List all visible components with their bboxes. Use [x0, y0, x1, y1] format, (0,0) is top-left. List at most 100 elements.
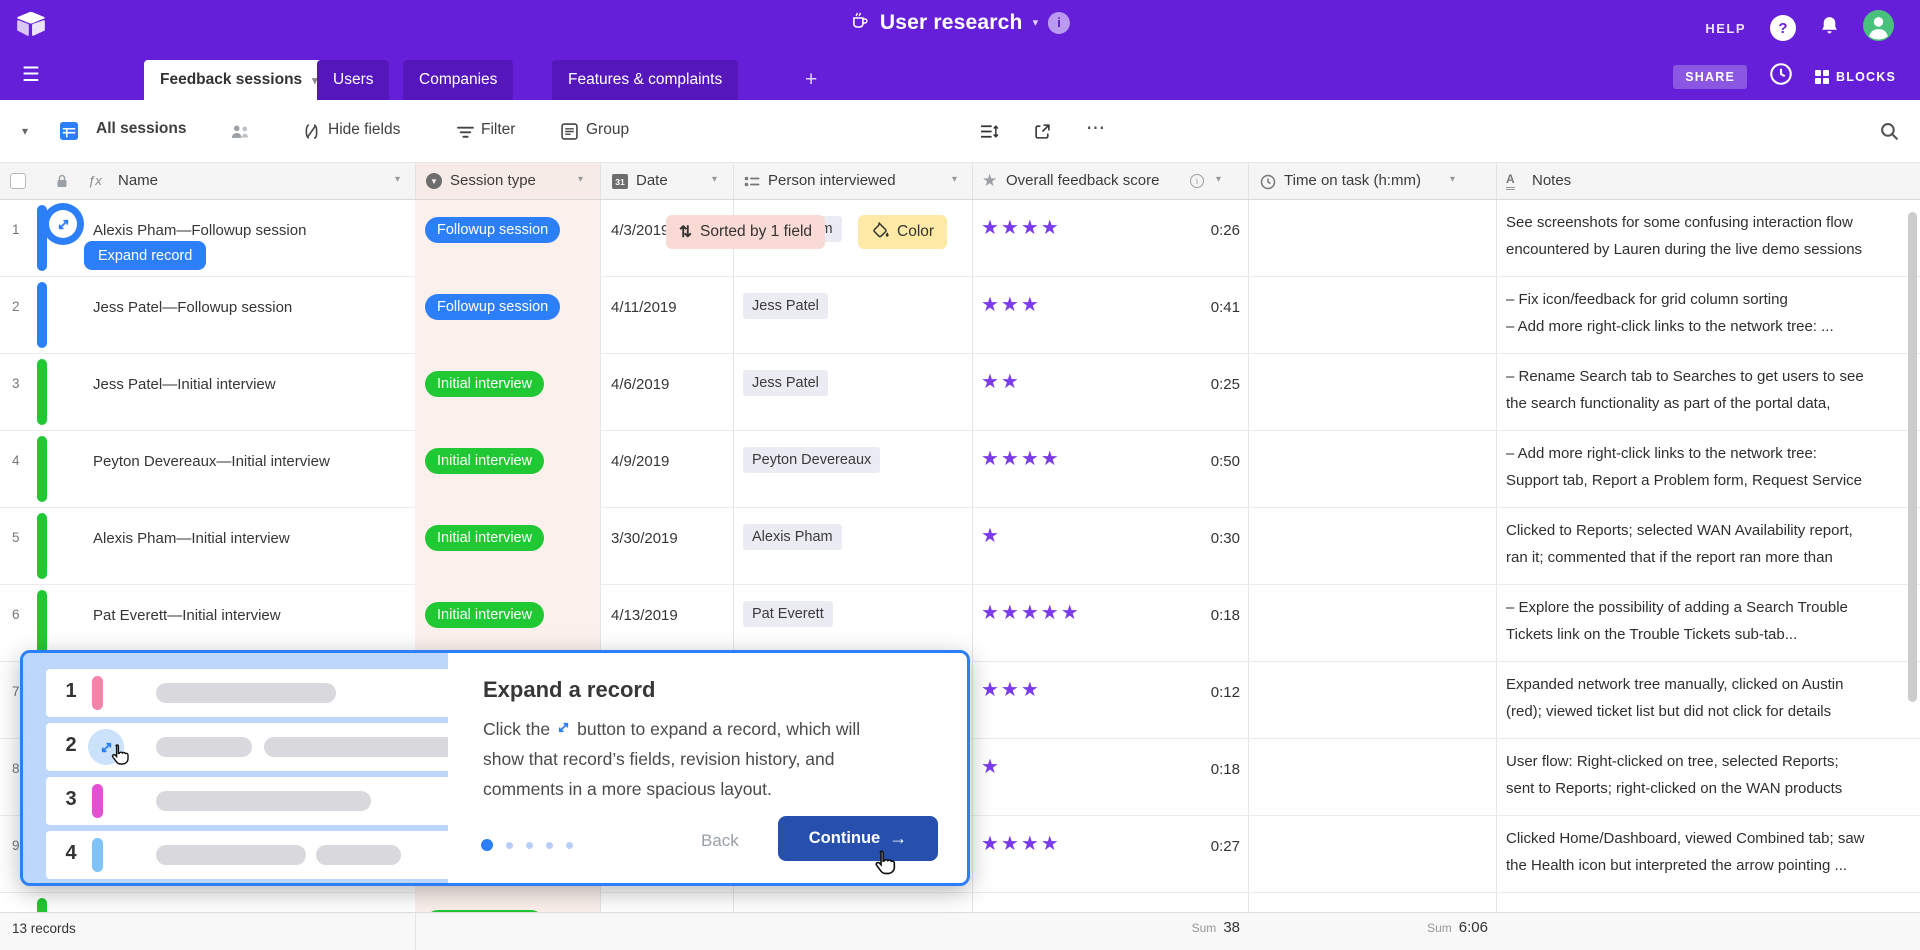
- step-dot[interactable]: [526, 841, 533, 849]
- cell-notes[interactable]: – Rename Search tab to Searches to get u…: [1506, 368, 1864, 412]
- help-button[interactable]: HELP: [1705, 20, 1746, 36]
- column-header-session-type[interactable]: Session type: [450, 172, 536, 189]
- cell-name[interactable]: Pat Everett—Initial interview: [93, 607, 281, 624]
- cell-time[interactable]: 0:12: [1210, 684, 1240, 701]
- step-dot[interactable]: [506, 841, 513, 849]
- cell-rating[interactable]: ★★★★★: [981, 602, 1081, 624]
- column-header-time[interactable]: Time on task (h:mm): [1284, 172, 1421, 189]
- cell-session-type[interactable]: Initial interview: [425, 371, 545, 397]
- cell-date[interactable]: 3/30/2019: [611, 530, 678, 547]
- color-button[interactable]: Color: [858, 215, 948, 249]
- cell-rating[interactable]: ★★★★: [981, 448, 1061, 470]
- filter-button[interactable]: Filter: [481, 121, 516, 138]
- bell-icon[interactable]: [1820, 15, 1839, 41]
- column-header-person[interactable]: Person interviewed: [768, 172, 896, 189]
- cell-session-type[interactable]: Initial interview: [425, 910, 545, 912]
- cell-time[interactable]: 0:26: [1210, 222, 1240, 239]
- cell-name[interactable]: Jess Patel—Followup session: [93, 299, 293, 316]
- cell-notes[interactable]: See screenshots for some confusing inter…: [1506, 214, 1863, 258]
- back-button[interactable]: Back: [701, 831, 739, 850]
- column-header-score[interactable]: Overall feedback score: [1006, 172, 1160, 189]
- column-header-notes[interactable]: Notes: [1532, 172, 1572, 189]
- hamburger-icon[interactable]: ☰: [22, 64, 40, 86]
- cell-notes[interactable]: Clicked to Reports; selected WAN Availab…: [1506, 522, 1853, 566]
- add-table-button[interactable]: +: [805, 68, 818, 91]
- cell-time[interactable]: 0:50: [1210, 453, 1240, 470]
- column-caret-icon[interactable]: ▾: [712, 174, 718, 185]
- cell-date[interactable]: 4/13/2019: [611, 607, 678, 624]
- avatar[interactable]: [1863, 10, 1894, 46]
- view-name[interactable]: All sessions: [96, 120, 187, 137]
- base-info-icon[interactable]: i: [1048, 11, 1071, 34]
- tab-feedback-sessions[interactable]: Feedback sessions ▾: [144, 60, 334, 100]
- tab-users[interactable]: Users: [317, 60, 390, 100]
- cell-rating[interactable]: ★: [981, 908, 1001, 912]
- cell-notes[interactable]: – Fix icon/feedback for grid column sort…: [1506, 291, 1834, 335]
- cell-time[interactable]: 0:30: [1210, 530, 1240, 547]
- cell-session-type[interactable]: Initial interview: [425, 602, 545, 628]
- hide-fields-button[interactable]: Hide fields: [328, 121, 401, 138]
- history-icon[interactable]: [1769, 62, 1793, 91]
- continue-button[interactable]: Continue →: [778, 816, 938, 861]
- tab-features-complaints[interactable]: Features & complaints: [552, 60, 739, 100]
- title-caret-icon[interactable]: ▾: [1032, 17, 1039, 29]
- cell-date[interactable]: 4/9/2019: [611, 453, 670, 470]
- share-button[interactable]: SHARE: [1673, 64, 1748, 89]
- cell-person[interactable]: Jess Patel: [743, 293, 828, 319]
- cell-time[interactable]: 0:18: [1210, 607, 1240, 624]
- cell-person[interactable]: Peyton Devereaux: [743, 447, 881, 473]
- cell-date[interactable]: 4/3/2019: [611, 222, 670, 239]
- step-dot[interactable]: [481, 839, 493, 851]
- cell-notes[interactable]: User flow: Right-clicked on tree, select…: [1506, 753, 1843, 797]
- cell-time[interactable]: 0:25: [1210, 376, 1240, 393]
- blocks-button[interactable]: BLOCKS: [1815, 69, 1896, 84]
- column-caret-icon[interactable]: ▾: [1216, 174, 1222, 185]
- cell-rating[interactable]: ★★★★: [981, 217, 1061, 239]
- select-all-checkbox[interactable]: [10, 173, 26, 189]
- vertical-scrollbar[interactable]: [1908, 212, 1917, 702]
- tab-companies[interactable]: Companies: [403, 60, 514, 100]
- column-caret-icon[interactable]: ▾: [952, 174, 958, 185]
- views-caret-icon[interactable]: ▾: [22, 124, 29, 138]
- cell-session-type[interactable]: Initial interview: [425, 525, 545, 551]
- cell-time[interactable]: 0:27: [1210, 838, 1240, 855]
- share-view-button[interactable]: [1034, 123, 1051, 145]
- info-icon[interactable]: i: [1190, 174, 1204, 188]
- cell-person[interactable]: Jess Patel: [743, 370, 828, 396]
- cell-rating[interactable]: ★★★: [981, 294, 1041, 316]
- cell-session-type[interactable]: Followup session: [425, 294, 561, 320]
- cell-rating[interactable]: ★★★: [981, 679, 1041, 701]
- cell-date[interactable]: 4/6/2019: [611, 376, 670, 393]
- question-icon[interactable]: ?: [1770, 15, 1796, 41]
- group-button[interactable]: Group: [586, 121, 630, 138]
- cell-notes[interactable]: Expanded network tree manually, clicked …: [1506, 676, 1844, 720]
- collaborators-icon[interactable]: [230, 124, 252, 144]
- airtable-logo-icon[interactable]: [16, 11, 46, 42]
- cell-date[interactable]: 4/11/2019: [611, 299, 677, 316]
- cell-notes[interactable]: – Add more right-click links to the netw…: [1506, 445, 1863, 489]
- sort-button[interactable]: ⇅ Sorted by 1 field: [666, 215, 826, 249]
- cell-name[interactable]: Alexis Pham—Initial interview: [93, 530, 290, 547]
- tab-caret-icon[interactable]: ▾: [312, 74, 318, 87]
- cell-time[interactable]: 0:18: [1210, 761, 1240, 778]
- base-title-group[interactable]: User research ▾ i: [850, 10, 1071, 35]
- cell-person[interactable]: Alexis Pham: [743, 524, 842, 550]
- column-header-date[interactable]: Date: [636, 172, 668, 189]
- cell-person[interactable]: Pat Everett: [743, 601, 833, 627]
- column-header-name[interactable]: Name: [118, 172, 159, 189]
- row-height-button[interactable]: [980, 124, 999, 144]
- cell-session-type[interactable]: Followup session: [425, 217, 561, 243]
- search-icon[interactable]: [1880, 122, 1899, 146]
- cell-rating[interactable]: ★★★★: [981, 833, 1061, 855]
- cell-rating[interactable]: ★: [981, 525, 1001, 547]
- cell-time[interactable]: 0:41: [1210, 299, 1240, 316]
- cell-name[interactable]: Jess Patel—Initial interview: [93, 376, 276, 393]
- column-caret-icon[interactable]: ▾: [395, 174, 401, 185]
- column-caret-icon[interactable]: ▾: [578, 174, 584, 185]
- cell-name[interactable]: Peyton Devereaux—Initial interview: [93, 453, 330, 470]
- cell-rating[interactable]: ★: [981, 756, 1001, 778]
- cell-notes[interactable]: – Explore the possibility of adding a Se…: [1506, 599, 1848, 643]
- sum-time[interactable]: Sum 6:06: [1427, 919, 1488, 936]
- cell-name[interactable]: Alexis Pham—Followup session: [93, 222, 307, 239]
- more-options-button[interactable]: ⋯: [1086, 118, 1106, 139]
